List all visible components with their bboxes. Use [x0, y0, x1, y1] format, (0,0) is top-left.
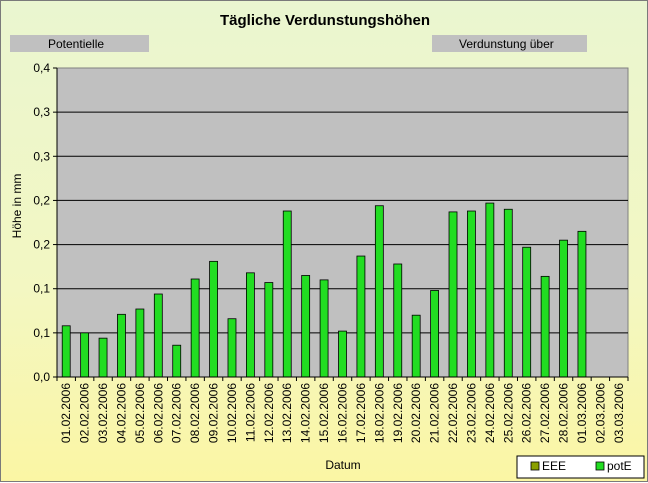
y-tick-label: 0,0: [33, 370, 50, 384]
legend-swatch-eee: [530, 461, 540, 471]
bar-pote: [264, 282, 274, 378]
x-tick-label: 15.02.2006: [317, 383, 331, 443]
y-tick-label: 0,2: [33, 238, 50, 252]
y-axis-ticks: 0,0 0,1 0,1 0,2 0,2 0,3 0,3 0,4: [33, 61, 57, 384]
bar-pote: [209, 260, 218, 378]
bar-pote: [430, 290, 439, 378]
x-tick-label: 16.02.2006: [336, 383, 350, 443]
x-tick-label: 12.02.2006: [262, 383, 276, 443]
bar-pote: [448, 211, 458, 378]
bar-pote: [135, 308, 145, 378]
y-tick-label: 0,3: [33, 105, 50, 119]
bar-pote: [227, 318, 237, 378]
bar-pote: [485, 202, 495, 378]
gridlines: [57, 111, 628, 334]
right-label-box: [432, 35, 587, 52]
bar-pote: [80, 332, 90, 378]
legend: EEE potE: [516, 455, 645, 479]
x-tick-label: 04.02.2006: [114, 383, 128, 443]
bar-pote: [190, 278, 200, 378]
chart-title: Tägliche Verdunstungshöhen: [220, 12, 430, 29]
bar-pote: [374, 205, 384, 378]
x-tick-label: 21.02.2006: [428, 383, 442, 443]
x-tick-label: 11.02.2006: [243, 383, 257, 442]
x-axis-ticks: 01.02.2006 02.02.2006 03.02.2006 04.02.2006…: [56, 377, 629, 443]
x-tick-label: 17.02.2006: [354, 383, 368, 443]
legend-label-pote: potE: [607, 459, 632, 473]
legend-box: [516, 455, 645, 479]
x-tick-label: 03.03.2006: [612, 383, 626, 443]
x-tick-label: 27.02.2006: [538, 383, 552, 443]
x-tick-label: 01.02.2006: [59, 383, 73, 443]
bar-pote: [61, 325, 71, 378]
legend-label-eee: EEE: [542, 459, 566, 473]
y-tick-label: 0,3: [33, 149, 50, 163]
y-tick-label: 0,2: [33, 193, 50, 207]
x-tick-label: 13.02.2006: [280, 383, 294, 443]
legend-swatch-pote: [595, 461, 605, 471]
bar-pote: [411, 314, 421, 378]
x-tick-label: 26.02.2006: [520, 383, 534, 443]
bar-pote: [577, 230, 587, 378]
y-tick-label: 0,4: [33, 61, 50, 75]
x-tick-label: 18.02.2006: [372, 383, 386, 443]
x-tick-label: 06.02.2006: [151, 383, 165, 443]
bar-pote: [246, 272, 255, 378]
x-tick-label: 05.02.2006: [133, 383, 147, 443]
bar-pote: [540, 275, 550, 378]
x-tick-label: 07.02.2006: [170, 383, 184, 443]
right-label-text: Verdunstung über: [459, 37, 554, 51]
bar-pote: [117, 313, 126, 378]
left-label-text: Potentielle: [48, 37, 104, 51]
x-tick-label: 28.02.2006: [557, 383, 571, 443]
x-tick-label: 19.02.2006: [391, 383, 405, 443]
x-tick-label: 23.02.2006: [464, 383, 478, 443]
bar-pote: [319, 279, 329, 378]
x-axis-label: Datum: [325, 458, 360, 472]
bar-pote: [172, 344, 182, 378]
bar-pote: [282, 210, 292, 378]
x-tick-label: 08.02.2006: [188, 383, 202, 443]
bar-pote: [559, 239, 568, 378]
y-tick-label: 0,1: [33, 282, 50, 296]
x-tick-label: 20.02.2006: [409, 383, 423, 443]
x-tick-label: 14.02.2006: [299, 383, 313, 443]
plot-area: [56, 67, 629, 378]
y-axis-label: Höhe in mm: [10, 174, 24, 239]
x-tick-label: 09.02.2006: [207, 383, 221, 443]
y-tick-label: 0,1: [33, 326, 50, 340]
x-tick-label: 24.02.2006: [483, 383, 497, 443]
x-tick-label: 02.02.2006: [78, 383, 92, 443]
bar-pote: [393, 263, 403, 378]
x-tick-label: 03.02.2006: [96, 383, 110, 443]
x-tick-label: 25.02.2006: [501, 383, 515, 443]
x-tick-label: 10.02.2006: [225, 383, 239, 443]
bar-pote: [301, 275, 311, 378]
x-tick-label: 01.03.2006: [575, 383, 589, 443]
bars-group: [61, 202, 587, 378]
x-tick-label: 22.02.2006: [446, 383, 460, 443]
bar-pote: [338, 330, 347, 378]
bar-pote: [356, 255, 366, 378]
bar-pote: [98, 337, 108, 378]
bar-pote: [153, 293, 163, 378]
x-tick-label: 02.03.2006: [593, 383, 607, 443]
left-label-box: [10, 35, 149, 52]
bar-pote: [503, 208, 513, 378]
bar-pote: [467, 210, 476, 378]
bar-pote: [522, 246, 532, 378]
